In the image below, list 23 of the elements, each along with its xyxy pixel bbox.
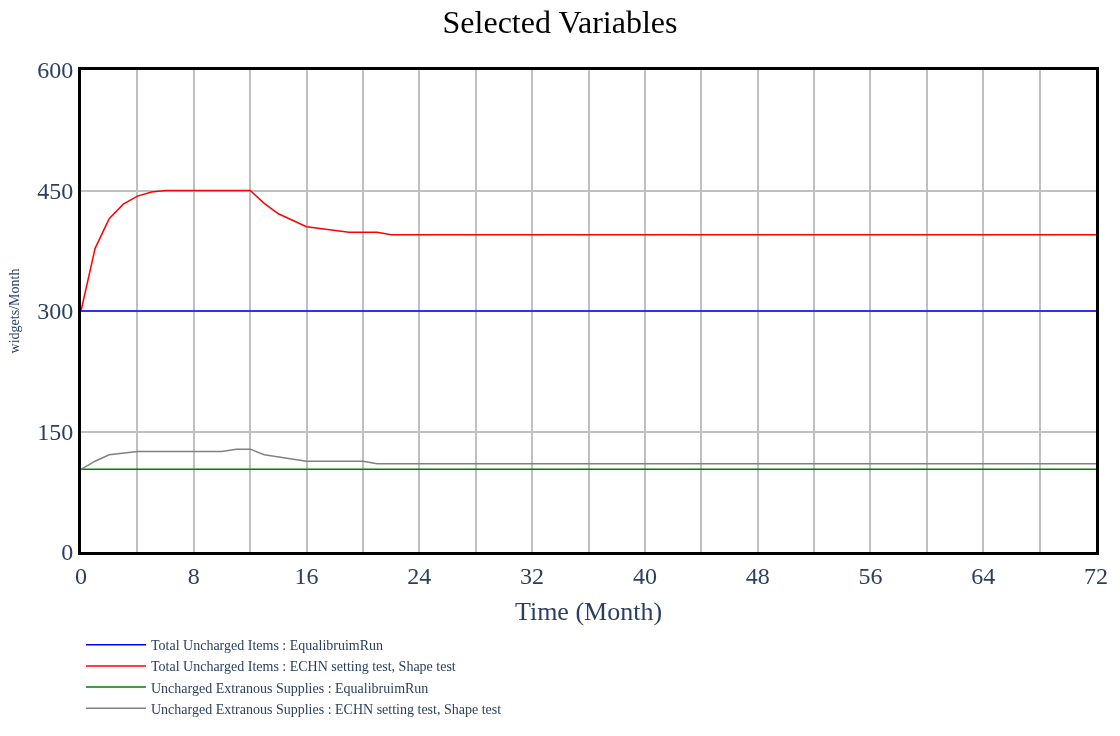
y-tick-label: 0 xyxy=(61,539,74,566)
y-tick-label: 600 xyxy=(37,57,74,84)
x-tick-label: 72 xyxy=(1084,562,1108,589)
x-tick-label: 24 xyxy=(407,562,432,589)
x-tick-label: 40 xyxy=(632,562,657,589)
legend-label: Total Uncharged Items : ECHN setting test, Shape test xyxy=(151,659,456,675)
legend-label: Uncharged Extranous Supplies : EqualibruimRun xyxy=(151,680,429,696)
legend-label: Uncharged Extranous Supplies : ECHN setting test, Shape test xyxy=(151,701,502,717)
y-axis-title: widgets/Month xyxy=(6,268,22,354)
y-tick-label: 300 xyxy=(37,298,74,325)
chart-title: Selected Variables xyxy=(442,4,678,41)
line-series xyxy=(81,189,1096,312)
y-tick-label: 150 xyxy=(37,418,74,445)
x-tick-label: 48 xyxy=(745,562,770,589)
x-tick-label: 32 xyxy=(520,562,545,589)
x-axis-title: Time (Month) xyxy=(514,597,663,627)
x-tick-label: 16 xyxy=(294,562,319,589)
line-series xyxy=(81,448,1096,471)
x-tick-label: 8 xyxy=(187,562,200,589)
x-tick-label: 56 xyxy=(858,562,883,589)
x-tick-label: 64 xyxy=(971,562,996,589)
legend-label: Total Uncharged Items : EqualibruimRun xyxy=(151,638,384,654)
y-tick-label: 450 xyxy=(37,177,74,204)
